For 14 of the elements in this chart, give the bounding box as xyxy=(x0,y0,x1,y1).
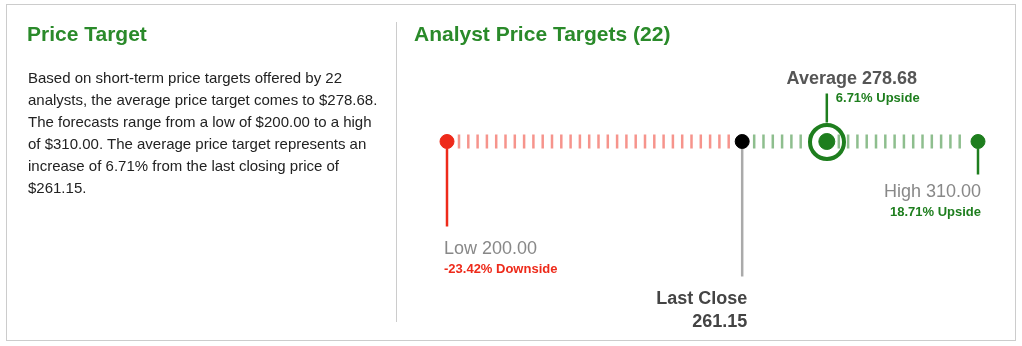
data-label: 310.00 xyxy=(925,180,981,201)
data-label: 278.68 xyxy=(861,67,918,88)
text: Based on short-term price targets offered by 22 analysts, the average price target comes to $278.68. The forecasts range from a low of $200.00 to a high of $310.00. The average price target represents an increase of 6.71% from the last closing price of $261.15. xyxy=(28,68,378,198)
text: 18.71% Upside xyxy=(889,203,981,219)
text: Analyst Price Targets (22) xyxy=(414,22,671,46)
text: -23.42% Downside xyxy=(444,260,558,276)
text: 6.71% Upside xyxy=(835,89,920,105)
category-label: High xyxy=(883,180,921,201)
data-label: 261.15 xyxy=(692,310,748,331)
category-label: Average xyxy=(786,67,857,88)
data-label: 200.00 xyxy=(482,237,538,258)
category-label: Last Close xyxy=(656,287,748,308)
text: Price Target xyxy=(27,22,147,46)
category-label: Low xyxy=(444,237,478,258)
